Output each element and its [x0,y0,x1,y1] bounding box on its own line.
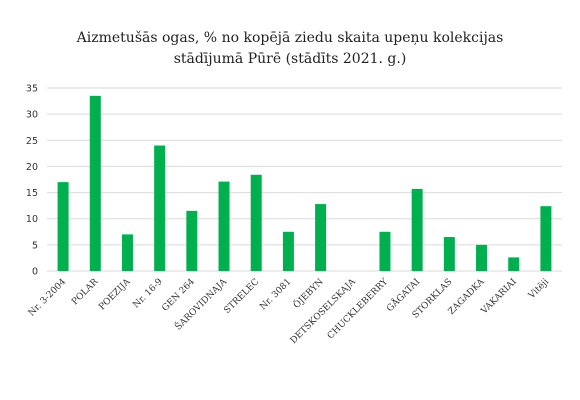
y-tick-label: 5 [32,240,38,251]
y-tick-label: 20 [26,162,38,173]
bars [57,95,552,271]
bar [315,204,327,271]
y-tick-label: 15 [26,188,38,199]
x-tick-label: CHUCKLEBERRY [326,276,391,341]
bar [186,210,198,271]
x-tick-label: Vitēji [526,277,551,302]
chart-title: Aizmetušās ogas, % no kopējā ziedu skait… [40,28,540,70]
x-tick-label: Nr. 3-2004 [27,277,69,319]
x-tick-label: Nr. 3081 [258,277,293,312]
y-tick-label: 25 [26,136,38,147]
bar [508,257,520,271]
x-tick-label: Nr. 16-9 [131,277,165,311]
chart-title-line-2: stādījumā Pūrē (stādīts 2021. g.) [173,51,407,67]
bar [411,188,423,271]
y-tick-label: 30 [26,110,38,121]
bar [218,181,230,271]
bar [121,234,133,271]
bar [250,174,262,271]
x-tick-label: STRELEC [222,277,261,316]
x-tick-label: POEZIJA [97,277,133,313]
bar [89,95,101,271]
x-tick-label: POLAR [70,277,100,307]
bar [379,231,391,271]
bar [154,145,166,271]
y-tick-label: 0 [32,267,38,278]
bar [476,244,488,271]
bar [282,231,294,271]
y-tick-label: 10 [26,214,38,225]
chart-title-line-1: Aizmetušās ogas, % no kopējā ziedu skait… [76,30,504,46]
x-tick-label: ÖJEBYN [290,276,325,311]
bar [443,237,455,271]
x-tick-label: ŠAROVIDNAJA [172,275,229,332]
bar [57,182,69,271]
y-tick-label: 35 [26,84,38,95]
bar [540,206,552,271]
y-axis-ticks: 0 5 10 15 20 25 30 35 [26,84,38,278]
